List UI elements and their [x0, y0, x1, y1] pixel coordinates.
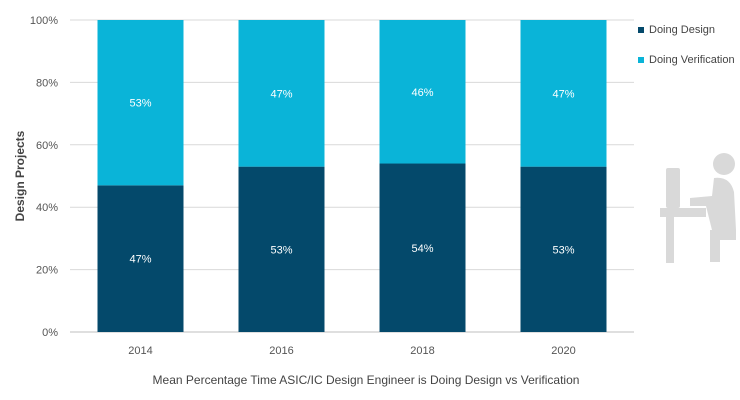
bars — [97, 20, 607, 332]
legend: Doing Design Doing Verification — [638, 24, 735, 66]
y-axis-title: Design Projects — [13, 130, 27, 221]
x-axis-ticks: 2014 2016 2018 2020 — [128, 345, 575, 357]
y-axis-ticks: 0% 20% 40% 60% 80% 100% — [30, 15, 58, 339]
bar-value-label: 54% — [411, 243, 433, 255]
person-at-desk-icon — [660, 153, 736, 263]
x-tick-label: 2016 — [269, 345, 293, 357]
y-tick-label: 80% — [36, 77, 58, 89]
bar-verification-2018 — [379, 20, 466, 164]
bar-verification-2020 — [520, 20, 607, 167]
y-tick-label: 40% — [36, 202, 58, 214]
bar-value-label: 46% — [411, 87, 433, 99]
bar-labels: 47% 53% 53% 47% 54% 46% 53% 47% — [129, 87, 574, 266]
bar-value-label: 47% — [129, 254, 151, 266]
x-axis-caption: Mean Percentage Time ASIC/IC Design Engi… — [153, 373, 580, 387]
bar-design-2014 — [97, 185, 184, 332]
x-tick-label: 2020 — [551, 345, 575, 357]
x-tick-label: 2014 — [128, 345, 152, 357]
legend-label: Doing Design — [649, 24, 715, 36]
bar-value-label: 53% — [270, 244, 292, 256]
icon-head — [713, 153, 735, 175]
icon-desk-leg — [666, 217, 674, 263]
y-tick-label: 0% — [42, 327, 58, 339]
y-tick-label: 100% — [30, 15, 58, 27]
icon-legs — [710, 230, 736, 262]
legend-label: Doing Verification — [649, 54, 735, 66]
icon-desk — [660, 208, 706, 217]
bar-value-label: 47% — [270, 88, 292, 100]
bar-design-2018 — [379, 163, 466, 332]
bar-design-2020 — [520, 166, 607, 332]
bar-value-label: 53% — [129, 98, 151, 110]
bar-verification-2014 — [97, 20, 184, 186]
icon-laptop — [666, 168, 680, 208]
legend-swatch — [638, 57, 644, 63]
x-tick-label: 2018 — [410, 345, 434, 357]
bar-verification-2016 — [238, 20, 325, 167]
icon-body — [690, 177, 736, 230]
y-tick-label: 20% — [36, 265, 58, 277]
bar-value-label: 47% — [552, 88, 574, 100]
y-tick-label: 60% — [36, 140, 58, 152]
bar-design-2016 — [238, 166, 325, 332]
bar-value-label: 53% — [552, 244, 574, 256]
legend-swatch — [638, 27, 644, 33]
